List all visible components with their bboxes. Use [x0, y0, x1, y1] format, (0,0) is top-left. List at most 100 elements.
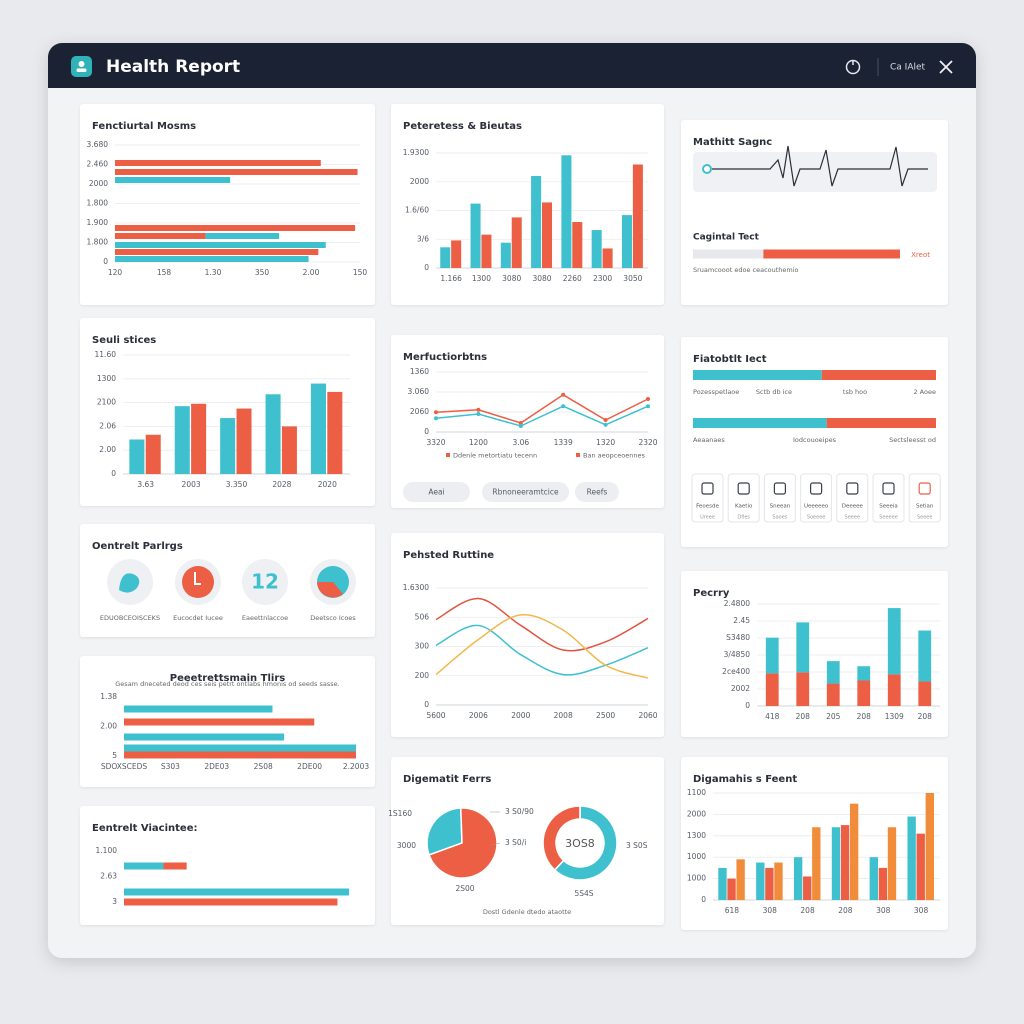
bar [727, 878, 736, 900]
x-tick-label: 2020 [318, 480, 337, 489]
bar-segment [693, 370, 822, 380]
tile-label: Deeeee [842, 504, 864, 510]
bar [826, 683, 840, 706]
line-point [434, 416, 438, 421]
panel-title: Mathitt Sagnc [693, 137, 772, 148]
tile-icon [737, 482, 750, 495]
x-tick-label: 2DE03 [204, 762, 229, 771]
y-tick-label: 3/6 [417, 234, 429, 243]
filter-button-label[interactable]: Reefs [587, 488, 608, 497]
tile-icon [773, 482, 787, 495]
panel-title: Digamahis s Feent [693, 774, 797, 785]
y-tick-label: 0 [745, 701, 750, 710]
header-action[interactable]: Ca IAlet [890, 63, 926, 73]
icon-label: EDUOBCEOISCEKS [100, 614, 160, 622]
bar [907, 816, 916, 900]
bar [887, 827, 897, 900]
line-point [646, 397, 650, 401]
icon-glyph [119, 573, 140, 593]
icon-label: Eucocdet Iucee [173, 614, 223, 622]
filter-button-label[interactable]: Aeai [428, 488, 444, 497]
line-point [603, 422, 608, 427]
bar [129, 439, 145, 474]
bar-caption: Iodcouoeipes [793, 436, 837, 444]
y-tick-label: 0 [701, 895, 706, 904]
panel-title: Fiatobtlt Iect [693, 354, 767, 365]
x-tick-label: 618 [725, 906, 740, 915]
bar [310, 383, 326, 474]
bar [621, 215, 632, 268]
bar-label: Xreot [911, 251, 930, 259]
x-tick-label: 308 [763, 906, 778, 915]
filter-button-label[interactable]: Rbnoneeramtcice [492, 488, 559, 497]
y-tick-label: 1360 [410, 367, 429, 376]
bar-segment [115, 242, 326, 248]
pie-label: 3 S0S [626, 841, 648, 850]
x-tick-label: 3080 [532, 274, 551, 283]
tile-sub: Soeeee [807, 515, 826, 521]
refresh-button[interactable] [845, 59, 861, 75]
bar [470, 203, 481, 268]
panel-title: Peeetrettsmain Tlirs [170, 673, 285, 684]
x-tick-label: 2000 [511, 711, 530, 720]
line-point [434, 410, 438, 415]
y-tick-label: 11.60 [95, 350, 117, 359]
y-tick-label: 2100 [97, 398, 116, 407]
bar [327, 391, 343, 474]
tile[interactable] [800, 473, 833, 523]
bar [511, 217, 522, 268]
close-button[interactable] [939, 60, 953, 74]
bar-caption: 2 Aoee [913, 388, 936, 396]
filter-button[interactable] [482, 482, 569, 502]
bar [602, 248, 613, 268]
bar-caption: Sctb db ice [756, 388, 792, 396]
bar [561, 155, 572, 268]
pie-label: 5S4S [574, 889, 593, 898]
x-tick-label: 208 [857, 712, 872, 721]
bar [765, 637, 779, 674]
tile[interactable] [836, 473, 869, 523]
panel-card [681, 571, 948, 737]
x-tick-label: 2S08 [254, 762, 273, 771]
x-tick-label: 3.06 [512, 438, 529, 447]
x-tick-label: 3320 [426, 438, 445, 447]
bar [826, 661, 840, 684]
bar-segment [124, 751, 356, 759]
bar-segment [115, 249, 319, 255]
x-tick-label: 2DE00 [297, 762, 322, 771]
tile[interactable] [763, 473, 796, 523]
bar [500, 242, 511, 268]
bar [887, 674, 901, 706]
bar [265, 394, 281, 474]
panel-footer: Dostl Gdenle dtedo ataotte [483, 908, 571, 916]
y-tick-label: 3.060 [408, 387, 430, 396]
filter-button[interactable] [575, 482, 619, 502]
icon-glyph [194, 572, 201, 585]
tile[interactable] [691, 473, 724, 523]
filter-button[interactable] [403, 482, 470, 502]
tile[interactable] [872, 473, 905, 523]
x-tick-label: 208 [796, 712, 811, 721]
tile-icon [918, 482, 931, 495]
panel-subtitle: Cagintal Tect [693, 233, 760, 243]
y-tick-label: 0 [424, 427, 429, 436]
x-tick-label: 208 [838, 906, 853, 915]
bar [887, 608, 901, 675]
y-tick-label: 0 [111, 469, 116, 478]
bar [869, 857, 878, 900]
x-tick-label: 1309 [885, 712, 904, 721]
panel-title: Digematit Ferrs [403, 774, 491, 785]
panel-title: Oentrelt Parlrgs [92, 541, 183, 552]
tile-sub: Seeee [845, 515, 860, 521]
bar-segment [124, 862, 164, 870]
x-tick-label: 2300 [593, 274, 612, 283]
tile[interactable] [908, 473, 941, 523]
tile[interactable] [727, 473, 760, 523]
tile-label: Seeeia [879, 504, 898, 510]
x-tick-label: 120 [108, 268, 123, 277]
panel-card [391, 533, 664, 737]
panel-title: Fenctiurtal Mosms [92, 121, 196, 132]
icon-glyph [182, 566, 214, 598]
y-tick-label: 1300 [97, 374, 116, 383]
